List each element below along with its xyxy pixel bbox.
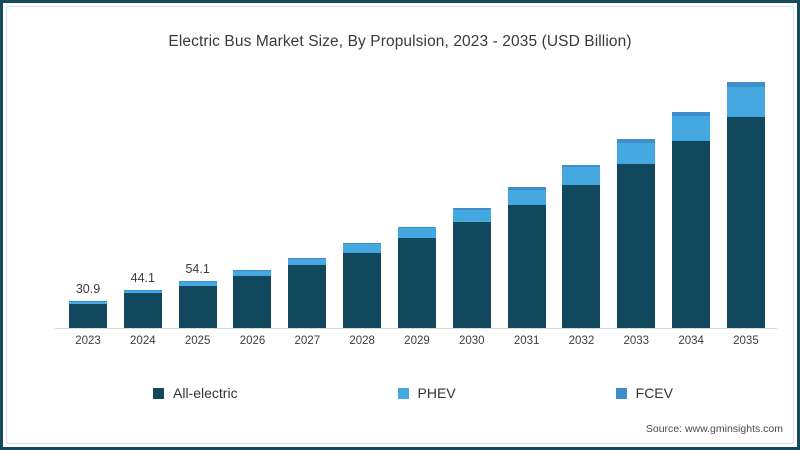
bar-value-label: 44.1 (130, 271, 155, 285)
bar-segment-all-electric (726, 116, 765, 328)
bar-segment-phev (69, 301, 107, 304)
bar-segment-all-electric (672, 141, 711, 328)
bar-segment-fcev (672, 111, 711, 116)
bar-column (280, 78, 334, 328)
stacked-bar: 30.9 (69, 282, 107, 328)
bar-group: 30.9 44.1 54.1 (61, 78, 773, 328)
x-tick-label: 2031 (513, 335, 540, 347)
bar-segment-all-electric (562, 185, 601, 328)
x-tick-label: 2034 (678, 335, 704, 347)
bar-segment-phev (562, 167, 601, 186)
bar-segment-phev (178, 281, 217, 286)
bar-value-label: 54.1 (185, 262, 210, 277)
stacked-bar (452, 208, 491, 328)
bar-segment-fcev (617, 139, 656, 143)
bar-segment-fcev (123, 290, 162, 291)
plot-area: 30.9 44.1 54.1 (61, 78, 773, 328)
source-note: Source: www.gminsights.com (645, 423, 783, 435)
bar-segment-phev (452, 209, 491, 223)
stacked-bar: 54.1 (178, 262, 217, 328)
stacked-bar (233, 270, 272, 328)
bar-value-label: 30.9 (75, 282, 101, 297)
stacked-bar (672, 111, 711, 328)
bar-segment-fcev (233, 270, 272, 271)
legend-item-fcev[interactable]: FCEV (615, 385, 673, 401)
stacked-bar (726, 82, 765, 328)
bar-segment-all-electric (233, 275, 272, 328)
x-tick-label: 2035 (733, 335, 759, 347)
bar-segment-fcev (726, 82, 765, 88)
x-axis-line (55, 328, 777, 329)
bar-segment-phev (672, 115, 711, 142)
bar-column: 44.1 (116, 78, 170, 328)
bar-column (500, 78, 554, 328)
legend-label: FCEV (635, 385, 673, 401)
legend-label: All-electric (173, 385, 238, 401)
bar-column (609, 78, 663, 328)
chart-title: Electric Bus Market Size, By Propulsion,… (168, 33, 632, 50)
stacked-bar (562, 164, 601, 328)
x-tick-label: 2025 (184, 335, 211, 347)
bar-column (664, 78, 718, 328)
legend-item-phev[interactable]: PHEV (397, 385, 456, 401)
bar-column (554, 78, 608, 328)
bar-column (445, 78, 499, 328)
stacked-bar (397, 226, 436, 328)
bar-column (225, 78, 279, 328)
x-tick-label: 2029 (404, 335, 430, 347)
bar-segment-phev (233, 270, 272, 276)
bar-segment-all-electric (288, 265, 327, 328)
bar-segment-fcev (562, 164, 601, 168)
legend-swatch-icon (153, 387, 164, 399)
x-tick-label: 2026 (239, 335, 266, 347)
stacked-bar (617, 139, 656, 328)
bar-column (390, 78, 444, 328)
bar-segment-phev (123, 290, 162, 294)
bar-segment-phev (343, 244, 382, 253)
bar-segment-phev (617, 142, 656, 165)
x-tick-label: 2033 (623, 335, 650, 347)
bar-segment-phev (397, 228, 436, 239)
stacked-bar (288, 257, 327, 328)
bar-segment-fcev (178, 281, 217, 282)
bar-segment-phev (288, 258, 327, 266)
bar-segment-all-electric (507, 204, 546, 328)
bar-segment-all-electric (123, 293, 162, 328)
bar-segment-phev (507, 189, 546, 205)
x-tick-label: 2027 (294, 335, 321, 347)
legend-swatch-icon (397, 387, 409, 399)
bar-segment-fcev (288, 257, 327, 259)
x-tick-label: 2032 (568, 335, 595, 347)
x-tick-label: 2030 (459, 335, 485, 347)
x-axis-tick-labels: 2023 2024 2025 2026 2027 2028 2029 2030 2031 2032… (61, 335, 773, 347)
bar-segment-all-electric (617, 164, 656, 328)
bar-column: 30.9 (61, 78, 115, 328)
bar-segment-all-electric (343, 252, 382, 328)
bar-segment-fcev (397, 226, 436, 229)
bar-column (335, 78, 389, 328)
bar-column: 54.1 (171, 78, 225, 328)
bar-segment-fcev (507, 187, 546, 190)
legend-label: PHEV (417, 385, 456, 401)
x-tick-label: 2028 (349, 335, 375, 347)
chart-legend: All-electric PHEV FCEV (153, 385, 673, 401)
bar-segment-fcev (343, 243, 382, 245)
stacked-bar (507, 187, 546, 328)
bar-segment-all-electric (397, 238, 436, 328)
bar-segment-all-electric (69, 303, 107, 328)
stacked-bar (343, 243, 382, 328)
x-tick-label: 2024 (130, 335, 156, 347)
bar-segment-fcev (452, 208, 491, 210)
bar-segment-all-electric (178, 285, 217, 328)
stacked-bar: 44.1 (123, 271, 162, 328)
x-tick-label: 2023 (75, 335, 101, 347)
bar-segment-all-electric (452, 222, 491, 328)
legend-swatch-icon (615, 387, 627, 399)
bar-column (719, 78, 773, 328)
legend-item-all-electric[interactable]: All-electric (153, 385, 238, 401)
bar-segment-phev (726, 87, 765, 117)
